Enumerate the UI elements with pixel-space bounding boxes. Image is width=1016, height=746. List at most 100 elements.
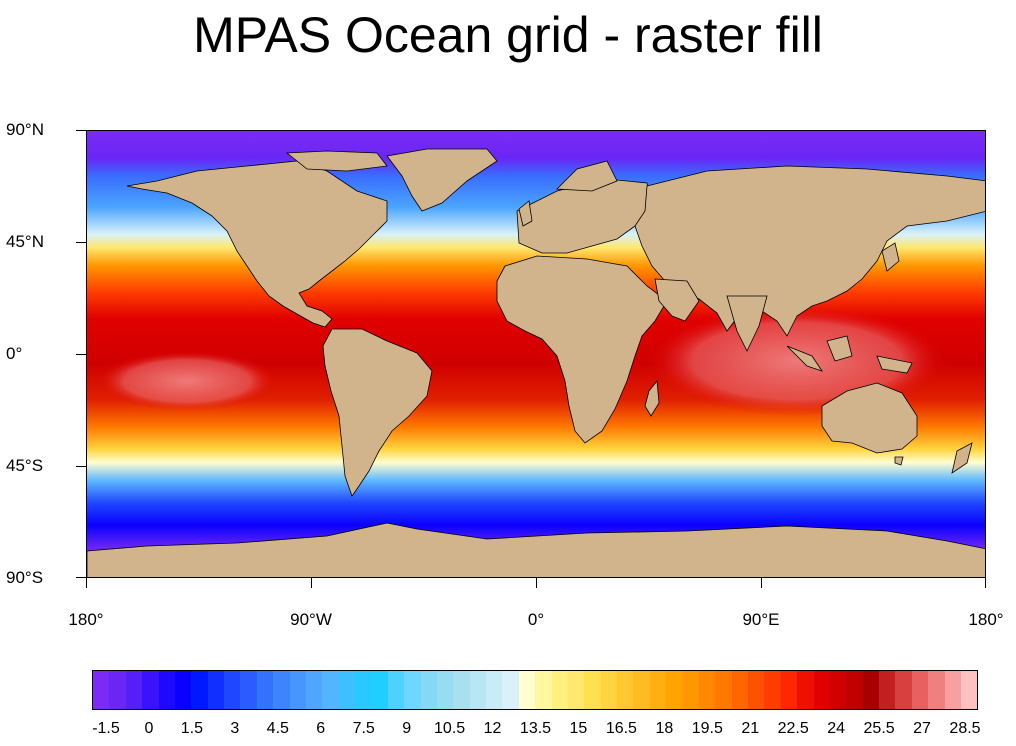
colorbar-tick-label: 9 <box>402 720 412 737</box>
india <box>726 295 768 352</box>
colorbar-swatch <box>535 671 552 709</box>
colorbar-swatch <box>142 671 159 709</box>
colorbar-swatch <box>944 671 961 709</box>
x-tick <box>761 578 762 588</box>
tasmania <box>894 456 904 466</box>
colorbar-swatch <box>911 671 929 709</box>
y-tick <box>76 130 86 131</box>
colorbar-swatch <box>518 671 536 709</box>
colorbar-swatch <box>207 671 224 709</box>
x-axis-label-180w: 180° <box>68 610 104 629</box>
colorbar-swatch <box>748 671 765 709</box>
colorbar-swatch <box>567 671 585 709</box>
colorbar-swatch <box>158 671 175 709</box>
colorbar-tick-label: 12 <box>483 720 502 737</box>
british-isles <box>518 200 533 227</box>
colorbar-tick-labels: -1.5 0 1.5 3 4.5 6 7.5 9 10.5 12 13.5 15 16.5 18 19.5 2… <box>0 720 1016 742</box>
y-axis-label-45s: 45°S <box>6 456 44 475</box>
colorbar-swatch <box>633 671 650 709</box>
colorbar-tick-label: 21 <box>741 720 760 737</box>
colorbar-swatch <box>698 671 716 709</box>
colorbar-swatch <box>862 671 879 709</box>
colorbar-tick-label: 4.5 <box>266 720 289 737</box>
colorbar-swatch <box>502 671 519 709</box>
indonesia-sumatra <box>786 345 823 372</box>
greenland <box>386 148 498 212</box>
colorbar-swatch <box>191 671 208 709</box>
colorbar-swatch <box>224 671 241 709</box>
colorbar-tick-label: 18 <box>655 720 674 737</box>
colorbar-swatch <box>780 671 798 709</box>
colorbar-tick-label: 22.5 <box>777 720 809 737</box>
y-axis-label-90n: 90°N <box>6 120 44 139</box>
arctic-islands <box>285 150 388 172</box>
colorbar-swatch <box>617 671 634 709</box>
colorbar-swatch <box>93 671 110 709</box>
colorbar-swatch <box>125 671 143 709</box>
colorbar-swatch <box>420 671 437 709</box>
colorbar-swatch <box>846 671 863 709</box>
x-tick <box>311 578 312 588</box>
colorbar-tick-label: 0 <box>144 720 154 737</box>
colorbar-swatch <box>469 671 486 709</box>
colorbar-swatch <box>797 671 814 709</box>
colorbar-swatch <box>486 671 503 709</box>
japan <box>881 242 900 272</box>
colorbar-tick-label: -1.5 <box>92 720 120 737</box>
colorbar-swatch <box>355 671 372 709</box>
colorbar-tick-label: 24 <box>827 720 846 737</box>
colorbar-swatch <box>649 671 667 709</box>
map-plot-area <box>86 130 986 578</box>
new-guinea <box>876 355 913 374</box>
x-axis-label-0: 0° <box>527 610 545 629</box>
colorbar-swatch <box>387 671 405 709</box>
y-tick <box>76 354 86 355</box>
colorbar-swatch <box>584 671 601 709</box>
australia <box>821 382 918 454</box>
colorbar-tick-label: 10.5 <box>434 720 466 737</box>
y-axis-label-45n: 45°N <box>6 232 44 251</box>
plot-title: MPAS Ocean grid - raster fill <box>193 7 823 63</box>
ocean-temperature-map <box>87 131 985 577</box>
colorbar-swatch <box>174 671 192 709</box>
y-tick <box>76 466 86 467</box>
y-axis-label-0: 0° <box>6 344 23 363</box>
colorbar-tick-label: 16.5 <box>605 720 637 737</box>
new-zealand <box>951 442 973 474</box>
colorbar-swatch <box>895 671 912 709</box>
colorbar-swatch <box>404 671 421 709</box>
y-tick <box>76 577 86 578</box>
colorbar-swatch <box>600 671 617 709</box>
colorbar-swatch <box>666 671 683 709</box>
colorbar-swatch <box>829 671 847 709</box>
x-tick <box>86 578 87 588</box>
scandinavia <box>556 160 618 192</box>
asia <box>634 165 985 337</box>
colorbar-swatch <box>682 671 699 709</box>
colorbar-swatch <box>731 671 748 709</box>
colorbar-swatch <box>453 671 470 709</box>
colorbar-swatch <box>879 671 896 709</box>
colorbar-tick-label: 1.5 <box>180 720 204 737</box>
indonesia-borneo <box>826 335 853 362</box>
antarctica <box>87 522 985 577</box>
x-axis-label-180e: 180° <box>968 610 1004 629</box>
colorbar-swatch <box>764 671 781 709</box>
colorbar-swatch <box>371 671 388 709</box>
colorbar-swatch <box>322 671 339 709</box>
colorbar-swatch <box>256 671 274 709</box>
colorbar-swatch <box>305 671 323 709</box>
colorbar-swatch <box>551 671 568 709</box>
colorbar-swatch <box>813 671 830 709</box>
colorbar <box>92 670 978 710</box>
colorbar-swatch <box>715 671 732 709</box>
colorbar-swatch <box>240 671 257 709</box>
colorbar-tick-label: 3 <box>230 720 240 737</box>
madagascar <box>644 379 660 417</box>
colorbar-tick-label: 15 <box>569 720 588 737</box>
colorbar-tick-label: 27 <box>913 720 931 737</box>
y-axis-label-90s: 90°S <box>6 568 44 587</box>
x-tick <box>985 578 986 588</box>
x-tick <box>536 578 537 588</box>
x-axis-label-90w: 90°W <box>290 610 332 629</box>
